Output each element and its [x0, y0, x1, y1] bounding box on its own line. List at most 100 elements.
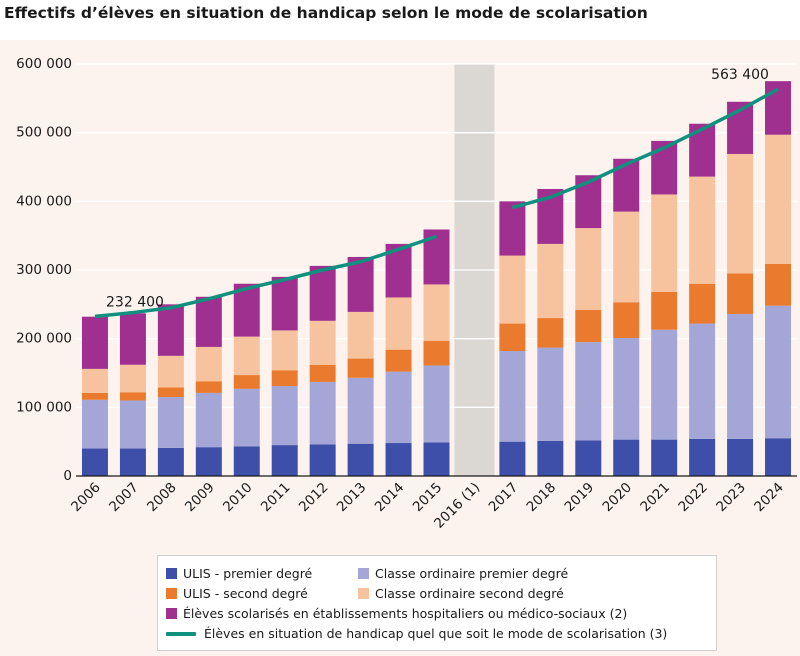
bar-ulis-premier	[81, 448, 108, 476]
bar-classe-premier	[613, 337, 640, 440]
legend-swatch-total-line	[166, 631, 196, 636]
bar-ulis-premier	[347, 443, 374, 476]
bar-etablissements	[195, 296, 222, 347]
legend-label-ulis-second: ULIS - second degré	[183, 586, 308, 601]
bar-etablissements	[81, 316, 108, 369]
x-tick-label: 2022	[675, 480, 711, 516]
bar-ulis-premier	[651, 439, 678, 476]
bar-ulis-premier	[195, 447, 222, 476]
bar-etablissements	[689, 123, 716, 177]
bar-ulis-premier	[423, 442, 450, 476]
data-label: 563 400	[711, 67, 769, 83]
legend-label-classe-premier: Classe ordinaire premier degré	[375, 566, 569, 581]
bar-ulis-second	[575, 309, 602, 343]
bar-ulis-premier	[499, 441, 526, 476]
bar-classe-premier	[499, 351, 526, 442]
bar-ulis-second	[233, 375, 260, 389]
bar-etablissements	[347, 256, 374, 312]
bar-classe-premier	[271, 386, 298, 446]
bar-classe-second	[727, 153, 754, 274]
bar-ulis-premier	[309, 444, 336, 476]
bar-classe-second	[347, 311, 374, 359]
bar-etablissements	[499, 201, 526, 256]
y-tick-label: 500 000	[16, 125, 72, 141]
bar-ulis-second	[651, 291, 678, 330]
bar-classe-premier	[157, 397, 184, 448]
x-tick-label: 2011	[258, 480, 294, 516]
legend-item-etablissements: Élèves scolarisés en établissements hosp…	[166, 606, 627, 621]
bar-ulis-second	[537, 318, 564, 348]
bar-classe-premier	[537, 347, 564, 441]
bar-etablissements	[157, 304, 184, 356]
y-tick-label: 400 000	[16, 193, 72, 209]
bar-classe-second	[499, 255, 526, 324]
bar-classe-premier	[81, 399, 108, 449]
data-label: 232 400	[106, 294, 164, 310]
bar-classe-second	[423, 284, 450, 341]
bar-classe-second	[385, 297, 412, 350]
bar-classe-premier	[575, 342, 602, 441]
bar-ulis-second	[347, 358, 374, 378]
bar-classe-premier	[309, 381, 336, 445]
x-tick-label: 2010	[220, 480, 256, 516]
legend-swatch-ulis-second	[166, 588, 177, 599]
bar-classe-second	[119, 364, 146, 393]
bar-ulis-second	[385, 349, 412, 372]
bar-ulis-premier	[157, 447, 184, 476]
bar-ulis-premier	[689, 438, 716, 476]
legend-label-classe-second: Classe ordinaire second degré	[375, 586, 564, 601]
bar-classe-premier	[347, 377, 374, 444]
legend-swatch-etablissements	[166, 608, 177, 619]
bar-ulis-premier	[271, 445, 298, 476]
bar-classe-second	[537, 243, 564, 319]
legend-item-classe-premier: Classe ordinaire premier degré	[358, 566, 568, 581]
bar-ulis-second	[689, 283, 716, 324]
bar-ulis-second	[765, 263, 792, 306]
bar-ulis-second	[499, 323, 526, 352]
x-tick-label: 2015	[410, 480, 446, 516]
bar-ulis-second	[81, 392, 108, 400]
bar-classe-second	[195, 346, 222, 382]
bar-ulis-premier	[575, 440, 602, 476]
x-tick-label: 2014	[372, 480, 408, 516]
bar-classe-premier	[119, 400, 146, 449]
bar-classe-premier	[689, 323, 716, 439]
y-tick-label: 600 000	[16, 56, 72, 72]
bar-classe-second	[81, 368, 108, 393]
y-tick-label: 0	[63, 468, 72, 484]
x-tick-label: 2017	[486, 480, 522, 516]
bar-classe-premier	[765, 305, 792, 439]
bar-classe-premier	[385, 371, 412, 444]
bar-ulis-premier	[765, 438, 792, 476]
bar-classe-premier	[727, 313, 754, 439]
bar-classe-second	[271, 330, 298, 371]
x-tick-label: 2018	[524, 480, 560, 516]
bar-classe-second	[651, 194, 678, 292]
legend-label-ulis-premier: ULIS - premier degré	[183, 566, 313, 581]
legend-item-total-line: Élèves en situation de handicap quel que…	[166, 626, 667, 641]
y-tick-label: 300 000	[16, 262, 72, 278]
x-tick-label: 2024	[751, 480, 787, 516]
bar-ulis-premier	[537, 440, 564, 476]
legend-swatch-ulis-premier	[166, 568, 177, 579]
bar-ulis-second	[613, 302, 640, 338]
bar-classe-second	[233, 336, 260, 376]
bar-classe-second	[765, 134, 792, 264]
legend-item-ulis-premier: ULIS - premier degré	[166, 566, 312, 581]
legend: ULIS - premier degré Classe ordinaire pr…	[157, 555, 717, 651]
bar-ulis-premier	[727, 438, 754, 476]
bar-classe-second	[575, 228, 602, 310]
bar-classe-second	[157, 355, 184, 388]
bar-ulis-second	[727, 273, 754, 314]
bar-ulis-premier	[613, 439, 640, 476]
legend-swatch-classe-second	[358, 588, 369, 599]
bar-ulis-second	[423, 340, 450, 366]
x-tick-label: 2023	[713, 480, 749, 516]
legend-label-total-line: Élèves en situation de handicap quel que…	[204, 626, 668, 641]
bar-etablissements	[271, 276, 298, 331]
x-tick-label: 2009	[182, 480, 218, 516]
y-tick-label: 100 000	[16, 399, 72, 415]
x-tick-label: 2021	[637, 480, 673, 516]
bar-ulis-second	[271, 370, 298, 387]
x-tick-label: 2019	[562, 480, 598, 516]
